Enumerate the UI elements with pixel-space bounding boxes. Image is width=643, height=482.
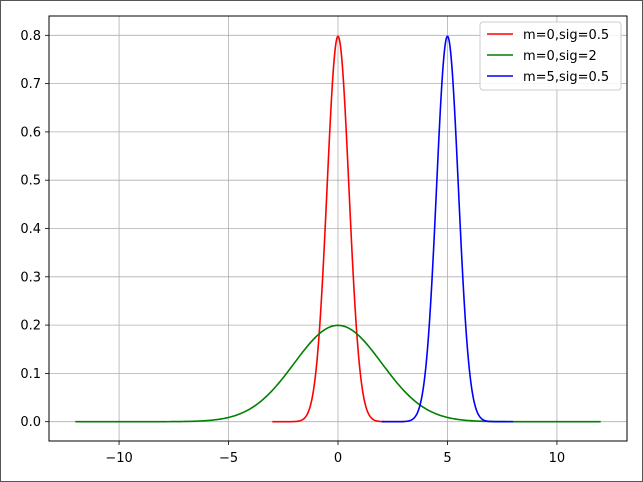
x-tick-label: 5 xyxy=(443,451,451,466)
legend-label: m=5,sig=0.5 xyxy=(523,70,609,85)
y-tick-label: 0.7 xyxy=(20,77,41,92)
y-tick-label: 0.5 xyxy=(20,174,41,189)
legend: m=0,sig=0.5 m=0,sig=2 m=5,sig=0.5 xyxy=(479,21,622,91)
y-tick-label: 0.8 xyxy=(20,29,41,44)
y-tick-label: 0.6 xyxy=(20,125,41,140)
legend-box xyxy=(479,21,622,91)
x-tick-label: 10 xyxy=(549,451,566,466)
x-tick-label: −10 xyxy=(105,451,132,466)
legend-label: m=0,sig=2 xyxy=(523,49,597,64)
y-tick-label: 0.3 xyxy=(20,270,41,285)
y-axis-ticks: 0.0 0.1 0.2 0.3 0.4 0.5 0.6 0.7 0.8 xyxy=(20,29,49,430)
series-curves xyxy=(75,35,601,423)
x-axis-ticks: −10 −5 0 5 10 xyxy=(105,441,565,466)
series-line-3 xyxy=(381,35,514,423)
y-tick-label: 0.1 xyxy=(20,367,41,382)
legend-label: m=0,sig=0.5 xyxy=(523,28,609,43)
y-tick-label: 0.2 xyxy=(20,319,41,334)
x-tick-label: 0 xyxy=(334,451,342,466)
x-tick-label: −5 xyxy=(219,451,238,466)
y-tick-label: 0.4 xyxy=(20,222,41,237)
y-tick-label: 0.0 xyxy=(20,415,41,430)
